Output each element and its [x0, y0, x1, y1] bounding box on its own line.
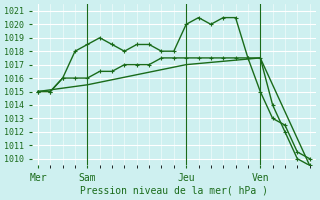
X-axis label: Pression niveau de la mer( hPa ): Pression niveau de la mer( hPa ): [80, 186, 268, 196]
